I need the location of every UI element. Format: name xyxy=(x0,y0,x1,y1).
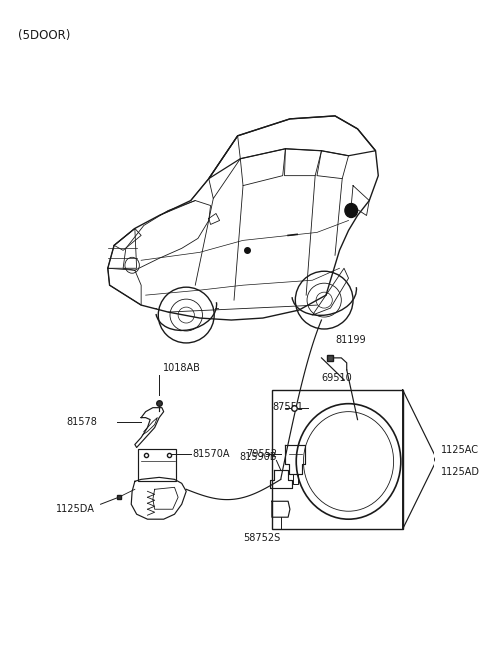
Text: 87551: 87551 xyxy=(272,401,303,412)
Text: 81199: 81199 xyxy=(335,335,366,345)
Circle shape xyxy=(345,203,358,218)
Bar xyxy=(138,449,176,482)
Text: 81570A: 81570A xyxy=(192,449,230,459)
Text: 1125AC: 1125AC xyxy=(441,445,479,455)
Text: 81590B: 81590B xyxy=(240,453,277,462)
Text: 69510: 69510 xyxy=(322,373,352,382)
Text: 81578: 81578 xyxy=(66,417,97,426)
Text: 1125AD: 1125AD xyxy=(441,468,480,478)
Text: 1018AB: 1018AB xyxy=(163,363,201,373)
Text: (5DOOR): (5DOOR) xyxy=(18,30,70,42)
Text: 58752S: 58752S xyxy=(243,533,280,543)
Text: 79552: 79552 xyxy=(247,449,278,459)
Bar xyxy=(272,390,403,529)
Text: 1125DA: 1125DA xyxy=(56,504,95,514)
